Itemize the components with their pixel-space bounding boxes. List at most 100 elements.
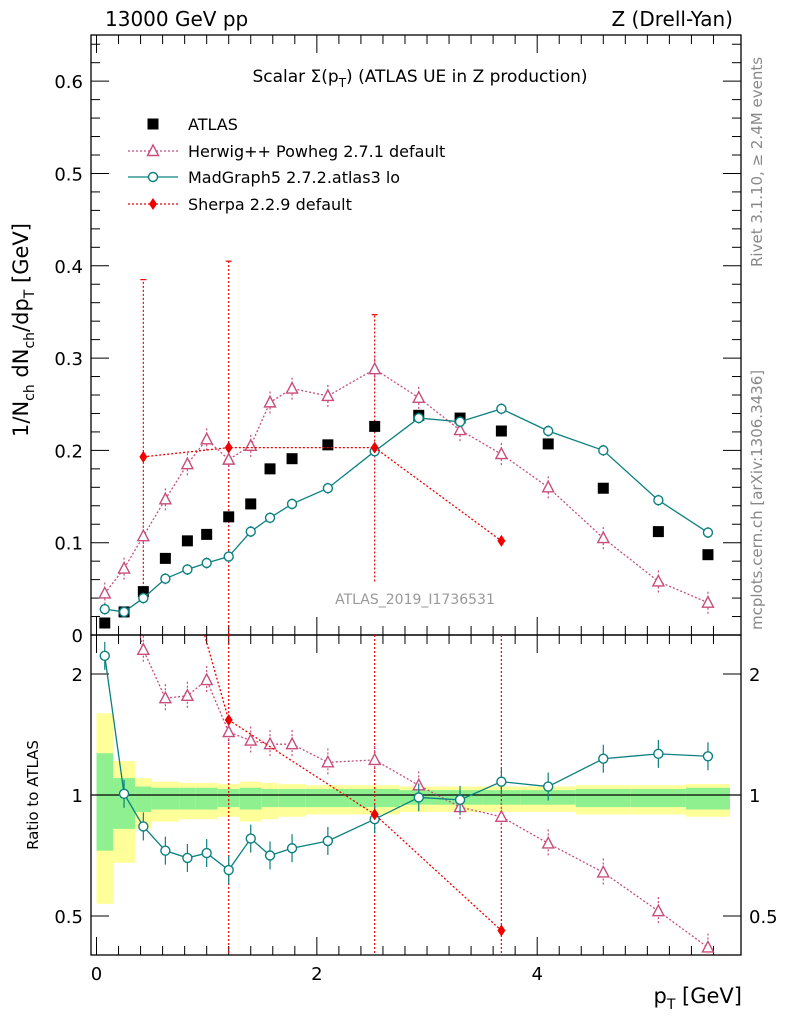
ratio-line	[203, 635, 502, 931]
ratio-marker	[598, 753, 609, 764]
axis-ticks: 0 0.1 0.2 0.3 0.4 0.5 0.6 0 2 4 0.5 0.5 1 1 2 2	[54, 35, 778, 985]
ratio-series-layer	[99, 487, 715, 955]
ratio-uncertainty-bands	[96, 713, 730, 904]
data-point	[652, 526, 664, 538]
main-series-layer	[98, 260, 715, 635]
ratio-marker	[223, 864, 234, 876]
data-point	[138, 592, 149, 604]
ratio-band-stat	[195, 787, 218, 810]
ratio-marker	[701, 939, 715, 953]
xlabel-p: p	[653, 984, 666, 1008]
ratio-marker	[224, 713, 233, 726]
data-point	[99, 603, 110, 615]
ratio-band-stat	[96, 753, 114, 851]
data-point	[244, 438, 258, 451]
data-point	[245, 526, 256, 537]
data-point	[702, 527, 714, 538]
title-part-2: ) (ATLAS UE in Z production)	[346, 67, 588, 87]
data-point	[180, 456, 195, 470]
data-point	[702, 549, 714, 561]
x-axis-label: pT [GeV]	[653, 984, 742, 1013]
data-point	[201, 557, 212, 569]
data-point	[117, 561, 131, 574]
ylabel-part-1: 1/N	[9, 401, 33, 437]
ratio-tick-label: 1	[72, 786, 83, 807]
ratio-marker	[285, 736, 299, 750]
ratio-marker	[286, 843, 298, 854]
analysis-watermark: ATLAS_2019_I1736531	[335, 592, 495, 608]
ratio-line	[139, 635, 709, 948]
y-tick-label: 0.3	[54, 349, 83, 370]
data-point	[99, 617, 111, 629]
data-point	[598, 445, 609, 456]
ratio-band-stat	[217, 788, 240, 808]
data-point	[160, 573, 171, 584]
ratio-marker	[651, 903, 666, 917]
x-tick-label: 4	[531, 964, 542, 985]
ratio-marker	[321, 754, 335, 768]
data-point	[263, 394, 277, 408]
legend-marker	[147, 171, 159, 183]
ratio-band-stat	[482, 790, 521, 805]
legend-marker	[149, 198, 157, 210]
ratio-marker	[158, 690, 173, 704]
ratio-marker	[596, 864, 610, 878]
ratio-y-axis-label: Ratio to ATLAS	[24, 740, 42, 850]
ratio-band-stat	[135, 786, 152, 812]
ratio-marker	[99, 650, 110, 662]
data-point	[370, 441, 379, 454]
data-point	[543, 425, 554, 437]
data-point	[222, 452, 236, 465]
ylabel-sub-ch1: ch	[22, 384, 38, 401]
y-tick-label: 0	[72, 626, 83, 647]
data-point	[542, 438, 554, 450]
data-point	[321, 388, 335, 402]
y-tick-label: 0.6	[54, 72, 83, 93]
ratio-marker	[413, 792, 424, 803]
data-point	[159, 552, 171, 564]
y-tick-label: 0.2	[54, 441, 83, 462]
data-point	[495, 425, 507, 437]
ratio-band-stat	[278, 788, 306, 808]
y-tick-label: 0.5	[54, 164, 83, 185]
ratio-line	[104, 655, 708, 871]
ylabel-sub-T: T	[22, 289, 38, 299]
ratio-marker	[200, 672, 214, 686]
y-tick-label: 0.4	[54, 257, 83, 278]
ylabel-part-4: [GeV]	[9, 223, 33, 290]
data-point	[158, 491, 173, 505]
ylabel-sub-ch2: ch	[22, 332, 38, 349]
chart-title: Scalar Σ(pT) (ATLAS UE in Z production)	[252, 67, 587, 90]
data-point	[139, 450, 148, 463]
legend-marker	[147, 118, 159, 130]
ratio-marker	[543, 781, 554, 792]
legend-label: Sherpa 2.2.9 default	[188, 195, 352, 214]
series-line	[104, 368, 709, 604]
x-tick-label: 0	[91, 964, 102, 985]
ratio-marker	[99, 487, 110, 498]
ratio-band-stat	[349, 788, 400, 808]
ratio-marker	[136, 642, 150, 655]
data-point	[651, 573, 666, 587]
data-point	[200, 431, 214, 445]
data-point	[494, 446, 509, 460]
header-left: 13000 GeV pp	[105, 7, 248, 31]
rivet-note: Rivet 3.1.10, ≥ 2.4M events	[748, 57, 766, 267]
data-point	[322, 483, 334, 494]
ratio-marker	[118, 788, 130, 799]
data-point	[118, 606, 130, 618]
ratio-marker	[201, 847, 212, 859]
data-point	[597, 482, 609, 494]
ratio-tick-label: 0.5	[54, 907, 83, 928]
ratio-marker	[454, 794, 466, 806]
data-point	[224, 441, 233, 454]
data-point	[412, 390, 426, 403]
ratio-band-stat	[239, 787, 262, 810]
mcplots-note: mcplots.cern.ch [arXiv:1306.3436]	[748, 370, 766, 630]
ratio-tick-label-right: 1	[749, 786, 760, 807]
data-point	[201, 528, 213, 540]
xlabel-sub-T: T	[666, 997, 676, 1013]
data-point	[98, 585, 112, 599]
ratio-marker	[180, 688, 195, 701]
